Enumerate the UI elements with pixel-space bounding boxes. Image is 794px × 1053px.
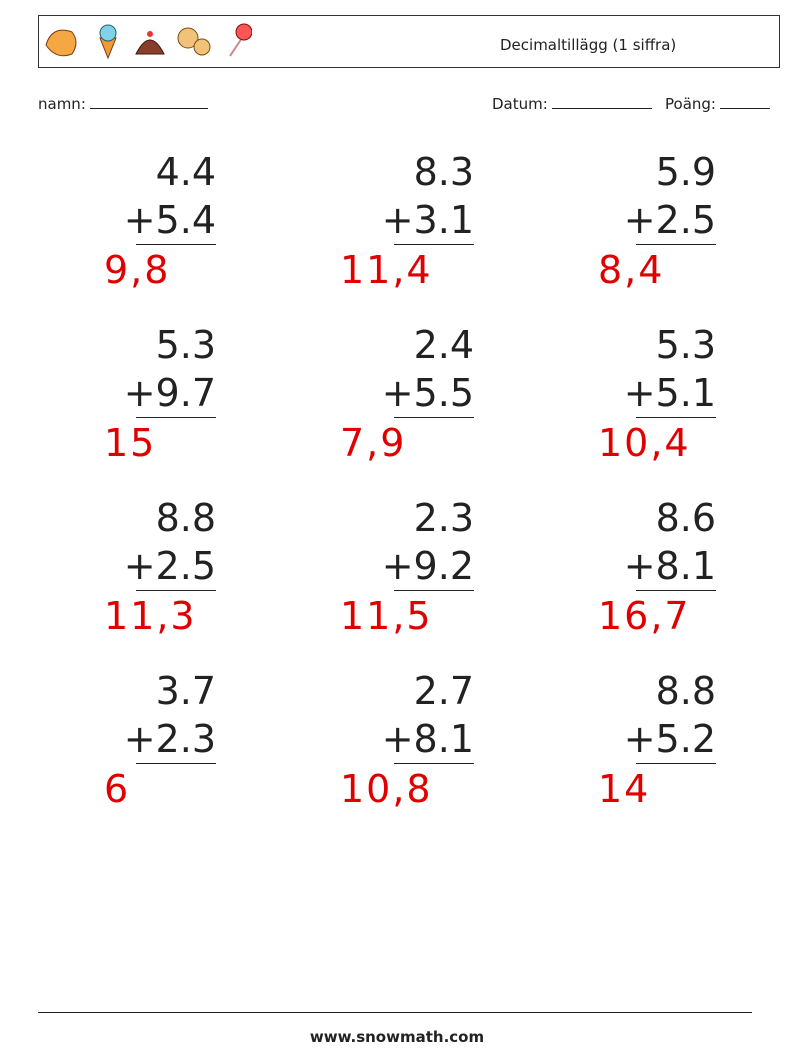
- header-box: [38, 15, 780, 68]
- answer: 11,3: [104, 594, 197, 638]
- addend-top: 5.3: [655, 323, 716, 367]
- answer: 6: [104, 767, 131, 811]
- addend-bottom: +9.7: [123, 371, 216, 415]
- sum-line: [636, 763, 716, 764]
- addend-bottom: +3.1: [381, 198, 474, 242]
- addend-top: 8.3: [413, 150, 474, 194]
- croissant-icon: [45, 29, 77, 57]
- icons: [45, 23, 252, 60]
- addend-top: 2.3: [413, 496, 474, 540]
- icecream-scoop: [99, 24, 117, 42]
- footer-rule: [38, 1012, 752, 1013]
- addend-bottom: +5.4: [123, 198, 216, 242]
- addend-top: 8.8: [655, 669, 716, 713]
- sum-line: [136, 417, 216, 418]
- lollipop-stick: [229, 37, 243, 57]
- name-blank: [89, 94, 208, 109]
- sum-line: [636, 244, 716, 245]
- score-label: Poäng:: [665, 95, 716, 113]
- date-field: Datum:: [492, 94, 652, 113]
- answer: 9,8: [104, 248, 171, 292]
- date-label: Datum:: [492, 95, 548, 113]
- answer: 10,4: [598, 421, 691, 465]
- title: Decimaltillägg (1 siffra): [500, 36, 677, 54]
- addend-bottom: +9.2: [381, 544, 474, 588]
- addend-bottom: +2.3: [123, 717, 216, 761]
- answer: 7,9: [340, 421, 407, 465]
- answer: 14: [598, 767, 651, 811]
- addend-bottom: +5.1: [623, 371, 716, 415]
- addend-top: 4.4: [155, 150, 216, 194]
- addend-bottom: +5.2: [623, 717, 716, 761]
- score-field: Poäng:: [665, 94, 770, 113]
- name-label: namn:: [38, 95, 86, 113]
- addend-bottom: +5.5: [381, 371, 474, 415]
- lollipop-icon: [235, 23, 252, 41]
- answer: 8,4: [598, 248, 665, 292]
- addend-top: 8.8: [155, 496, 216, 540]
- cake-icon: [135, 39, 165, 55]
- cookie-icon: [177, 27, 199, 49]
- cookie-icon: [193, 38, 211, 56]
- sum-line: [136, 244, 216, 245]
- addend-bottom: +8.1: [623, 544, 716, 588]
- cherry: [147, 31, 153, 37]
- sum-line: [394, 763, 474, 764]
- answer: 11,4: [340, 248, 433, 292]
- answer: 15: [104, 421, 157, 465]
- addend-top: 5.3: [155, 323, 216, 367]
- date-blank: [551, 94, 652, 109]
- score-blank: [719, 94, 770, 109]
- sum-line: [136, 763, 216, 764]
- addend-top: 5.9: [655, 150, 716, 194]
- sum-line: [394, 417, 474, 418]
- sum-line: [394, 590, 474, 591]
- addend-top: 8.6: [655, 496, 716, 540]
- answer: 10,8: [340, 767, 433, 811]
- sum-line: [136, 590, 216, 591]
- addend-bottom: +2.5: [123, 544, 216, 588]
- answer: 16,7: [598, 594, 691, 638]
- addend-bottom: +8.1: [381, 717, 474, 761]
- name-field: namn:: [38, 94, 208, 113]
- answer: 11,5: [340, 594, 433, 638]
- sum-line: [636, 590, 716, 591]
- addend-top: 2.4: [413, 323, 474, 367]
- addend-bottom: +2.5: [623, 198, 716, 242]
- addend-top: 3.7: [155, 669, 216, 713]
- sum-line: [636, 417, 716, 418]
- addend-top: 2.7: [413, 669, 474, 713]
- sum-line: [394, 244, 474, 245]
- footer-url: www.snowmath.com: [309, 1028, 485, 1046]
